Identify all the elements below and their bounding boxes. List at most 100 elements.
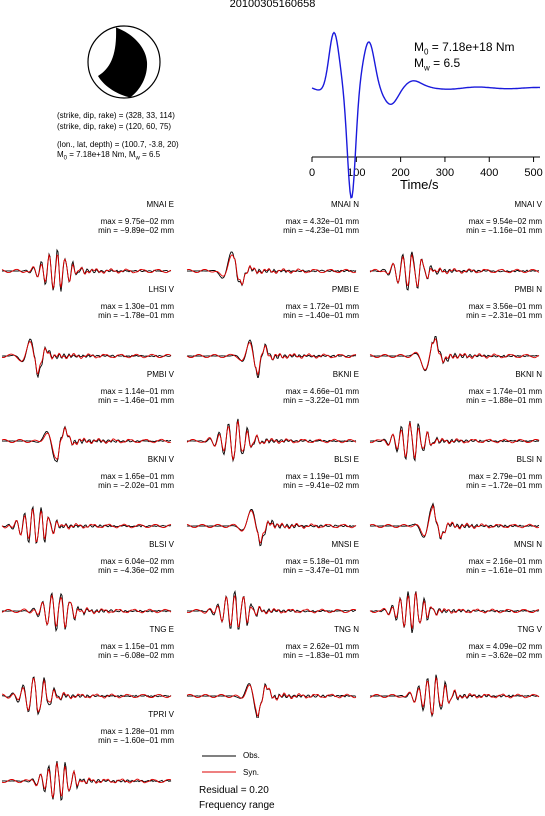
stf-tick-label-400: 400: [480, 167, 498, 179]
station-name-12: BLSI V: [149, 540, 174, 549]
moment-summary: M0 = 7.18e+18 Nm, Mw = 6.5: [57, 150, 161, 162]
synthetic-trace-5: [369, 338, 540, 371]
beachball-compressional-quadrant: [98, 27, 148, 98]
frequency-range-label: Frequency range: [199, 800, 275, 811]
station-waveform-3: [1, 338, 172, 378]
fault-plane-1: (strike, dip, rake) = (328, 33, 114): [57, 111, 175, 120]
station-max-11: max = 2.79e−01 mm: [468, 472, 542, 481]
station-max-12: max = 6.04e−02 mm: [100, 557, 174, 566]
station-min-16: min = −1.83e−01 mm: [283, 651, 359, 660]
station-min-15: min = −6.08e−02 mm: [98, 651, 174, 660]
station-min-14: min = −1.61e−01 mm: [466, 566, 542, 575]
station-waveform-4: [186, 339, 357, 378]
station-waveform-0: [1, 248, 172, 292]
observed-trace-3: [1, 338, 172, 378]
station-name-13: MNSI E: [331, 540, 359, 549]
observed-trace-10: [186, 509, 357, 547]
synthetic-trace-4: [186, 342, 357, 376]
synthetic-trace-1: [186, 254, 357, 286]
station-min-17: min = −3.62e−02 mm: [466, 651, 542, 660]
station-waveform-16: [186, 682, 357, 718]
synthetic-trace-7: [186, 420, 357, 461]
stf-curve: [311, 31, 541, 199]
station-waveform-13: [186, 590, 357, 630]
station-name-16: TNG N: [334, 625, 359, 634]
station-name-0: MNAI E: [146, 200, 174, 209]
station-waveform-6: [1, 425, 172, 463]
observed-trace-16: [186, 682, 357, 718]
station-min-3: min = −1.78e−01 mm: [98, 311, 174, 320]
synthetic-trace-6: [1, 426, 172, 461]
station-max-10: max = 1.19e−01 mm: [285, 472, 359, 481]
station-min-4: min = −1.40e−01 mm: [283, 311, 359, 320]
station-max-4: max = 1.72e−01 mm: [285, 302, 359, 311]
station-min-7: min = −3.22e−01 mm: [283, 396, 359, 405]
station-min-10: min = −9.41e−02 mm: [283, 481, 359, 490]
station-max-18: max = 1.28e−01 mm: [100, 727, 174, 736]
synthetic-trace-11: [369, 504, 540, 539]
station-max-2: max = 9.54e−02 mm: [468, 217, 542, 226]
station-waveform-2: [369, 251, 540, 291]
station-name-4: PMBI E: [331, 285, 359, 294]
observed-trace-0: [1, 248, 172, 292]
station-waveform-18: [1, 761, 172, 801]
station-max-9: max = 1.65e−01 mm: [100, 472, 174, 481]
station-max-7: max = 4.66e−01 mm: [285, 387, 359, 396]
observed-trace-1: [186, 251, 357, 287]
station-waveform-5: [369, 336, 540, 372]
stf-tick-label-200: 200: [391, 167, 409, 179]
observed-trace-5: [369, 336, 540, 372]
synthetic-trace-8: [369, 422, 540, 460]
synthetic-trace-17: [369, 677, 540, 716]
station-min-9: min = −2.02e−01 mm: [98, 481, 174, 490]
stf-tick-label-100: 100: [347, 167, 365, 179]
station-name-9: BKNI V: [147, 455, 174, 464]
station-name-14: MNSI N: [514, 540, 542, 549]
synthetic-trace-12: [1, 594, 172, 628]
focal-mechanism-beachball: [87, 25, 161, 99]
station-min-8: min = −1.88e−01 mm: [466, 396, 542, 405]
stf-moment-label: M0 = 7.18e+18 Nm: [414, 40, 515, 57]
station-min-5: min = −2.31e−01 mm: [466, 311, 542, 320]
station-max-17: max = 4.09e−02 mm: [468, 642, 542, 651]
residual-label: Residual = 0.20: [199, 785, 269, 796]
synthetic-trace-10: [186, 510, 357, 544]
synthetic-trace-0: [1, 253, 172, 290]
station-waveform-12: [1, 592, 172, 633]
observed-trace-17: [370, 674, 540, 718]
station-max-8: max = 1.74e−01 mm: [468, 387, 542, 396]
station-min-2: min = −1.16e−01 mm: [466, 226, 542, 235]
station-max-1: max = 4.32e−01 mm: [285, 217, 359, 226]
station-min-1: min = −4.23e−01 mm: [283, 226, 359, 235]
synthetic-trace-9: [1, 508, 172, 543]
synthetic-trace-2: [369, 253, 540, 287]
station-waveform-14: [369, 591, 540, 633]
station-waveform-17: [369, 674, 540, 718]
station-max-16: max = 2.62e−01 mm: [285, 642, 359, 651]
station-min-0: min = −9.89e−02 mm: [98, 226, 174, 235]
station-waveform-1: [186, 251, 357, 287]
station-waveform-8: [369, 420, 540, 462]
station-waveform-10: [186, 509, 357, 547]
station-name-6: PMBI V: [146, 370, 174, 379]
station-name-5: PMBI N: [514, 285, 542, 294]
legend-obs-label: Obs.: [243, 751, 260, 760]
station-name-10: BLSI E: [334, 455, 359, 464]
station-name-3: LHSI V: [148, 285, 174, 294]
station-min-11: min = −1.72e−01 mm: [466, 481, 542, 490]
observed-trace-9: [1, 505, 172, 545]
source-location: (lon., lat, depth) = (100.7, -3.8, 20): [57, 140, 179, 149]
synthetic-trace-14: [369, 591, 540, 629]
source-time-function-plot: 0 100 200 300 400 500: [309, 31, 543, 199]
station-name-8: BKNI N: [515, 370, 542, 379]
station-max-13: max = 5.18e−01 mm: [285, 557, 359, 566]
station-waveform-9: [1, 505, 172, 545]
stf-magnitude-label: Mw = 6.5: [414, 56, 461, 73]
station-waveform-7: [186, 418, 357, 463]
station-name-7: BKNI E: [332, 370, 359, 379]
figure-title: 20100305160658: [229, 0, 316, 10]
observed-trace-12: [1, 592, 172, 633]
stf-tick-label-500: 500: [524, 167, 542, 179]
station-name-1: MNAI N: [331, 200, 359, 209]
